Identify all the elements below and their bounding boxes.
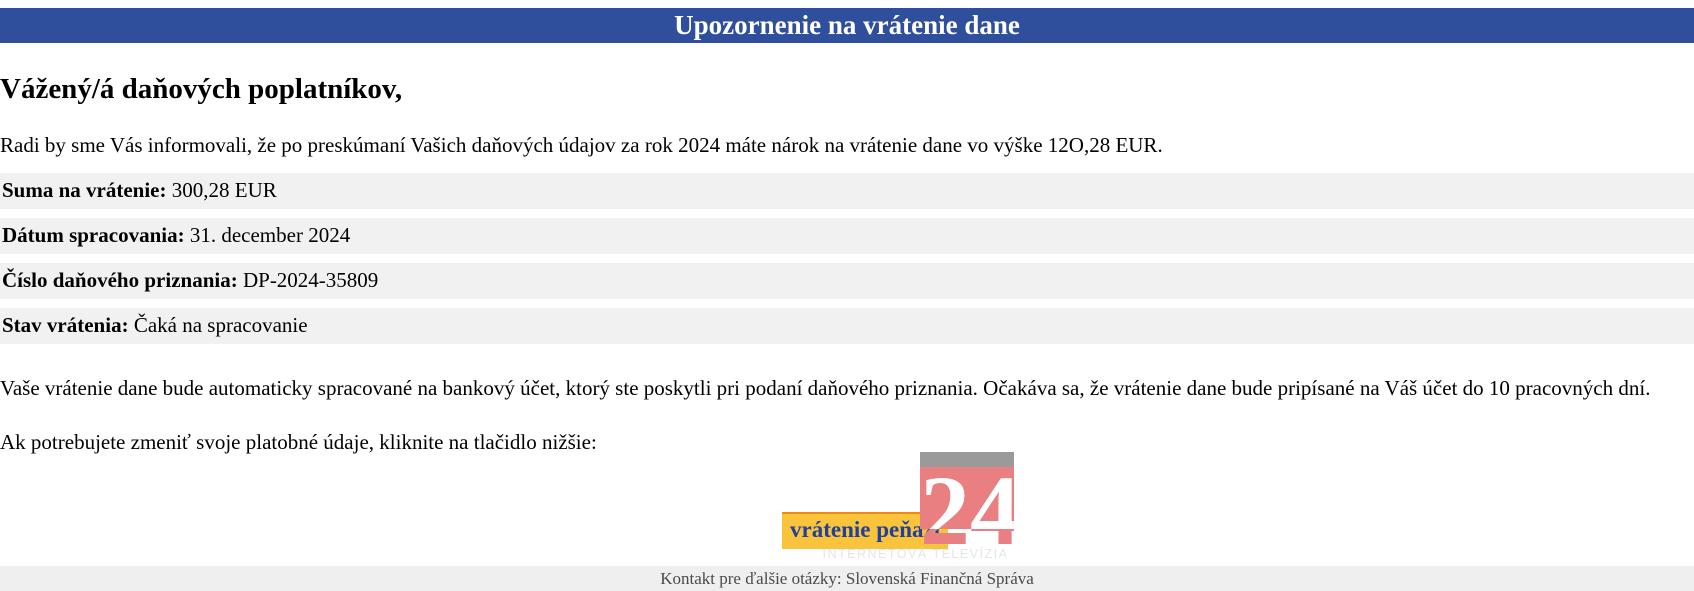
detail-label: Stav vrátenia: xyxy=(2,313,129,337)
footer-bar: Kontakt pre ďalšie otázky: Slovenská Fin… xyxy=(0,566,1694,591)
intro-paragraph: Radi by sme Vás informovali, že po presk… xyxy=(0,133,1163,157)
logo-caption: INTERNETOVÁ TELEVÍZIA xyxy=(822,547,1009,561)
footer-contact-text: Kontakt pre ďalšie otázky: Slovenská Fin… xyxy=(660,569,1034,588)
detail-row-status: Stav vrátenia: Čaká na spracovanie xyxy=(0,308,1694,344)
calendar-24-logo-icon[interactable]: 24 24 INTERNETOVÁ TELEVÍZIA xyxy=(823,452,1014,565)
cta-block: vrátenie peňazí 24 24 INTERNETOVÁ TELEVÍ… xyxy=(782,452,1082,572)
calendar-number-overflow: 24 xyxy=(920,529,1014,565)
page-title: Upozornenie na vrátenie dane xyxy=(674,10,1020,40)
processing-note-paragraph: Vaše vrátenie dane bude automaticky spra… xyxy=(0,376,1651,400)
refund-details-list: Suma na vrátenie: 300,28 EUR Dátum sprac… xyxy=(0,173,1694,344)
calendar-sheet: 24 xyxy=(920,467,1014,529)
main-content: Vážený/á daňových poplatníkov, Radi by s… xyxy=(0,43,1694,455)
header-banner: Upozornenie na vrátenie dane xyxy=(0,8,1694,43)
logo-number-bottom: 24 xyxy=(920,529,1014,561)
detail-row-date: Dátum spracovania: 31. december 2024 xyxy=(0,218,1694,254)
detail-label: Číslo daňového priznania: xyxy=(2,268,238,292)
detail-value: DP-2024-35809 xyxy=(242,268,379,292)
cta-prompt-paragraph: Ak potrebujete zmeniť svoje platobné úda… xyxy=(0,430,597,454)
detail-label: Dátum spracovania: xyxy=(2,223,185,247)
detail-label: Suma na vrátenie: xyxy=(2,178,167,202)
detail-value: 31. december 2024 xyxy=(189,223,351,247)
detail-value: 300,28 EUR xyxy=(171,178,277,202)
calendar-binder-band xyxy=(920,452,1014,467)
detail-row-declaration-number: Číslo daňového priznania: DP-2024-35809 xyxy=(0,263,1694,299)
detail-row-amount: Suma na vrátenie: 300,28 EUR xyxy=(0,173,1694,209)
greeting-heading: Vážený/á daňových poplatníkov, xyxy=(0,73,403,105)
logo-number-top: 24 xyxy=(920,467,1014,529)
detail-value: Čaká na spracovanie xyxy=(133,313,308,337)
